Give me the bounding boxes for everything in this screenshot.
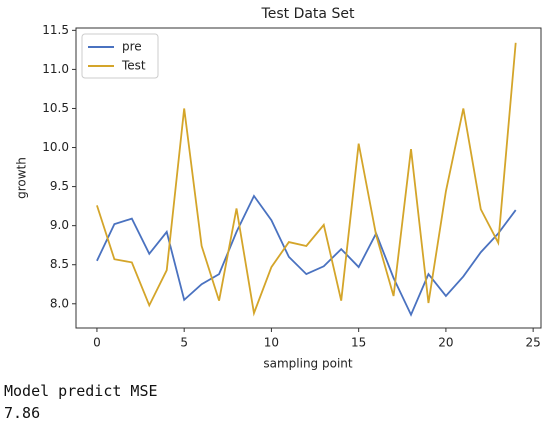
y-tick-label: 11.5 <box>42 23 69 37</box>
y-tick-label: 11.0 <box>42 62 69 76</box>
x-tick-label: 10 <box>264 336 279 350</box>
y-tick-label: 9.0 <box>50 218 69 232</box>
chart: Test Data Set sampling point growth 8.0 8… <box>15 6 542 371</box>
x-axis-label: sampling point <box>263 357 353 371</box>
x-tick-label: 20 <box>438 336 453 350</box>
series-line <box>96 194 517 317</box>
chart-title: Test Data Set <box>261 6 355 22</box>
y-axis-label: growth <box>15 157 29 199</box>
legend-label: pre <box>122 40 142 54</box>
x-tick-label: 25 <box>526 336 541 350</box>
output-value: 7.86 <box>4 404 41 422</box>
y-tick-label: 10.5 <box>42 101 69 115</box>
output-label: Model predict MSE <box>4 382 158 400</box>
series-line <box>96 42 517 317</box>
legend-label: Test <box>121 59 146 73</box>
x-tick-label: 15 <box>351 336 366 350</box>
y-tick-label: 10.0 <box>42 140 69 154</box>
y-tick-label: 9.5 <box>50 179 69 193</box>
plot-frame <box>75 27 542 329</box>
y-tick-label: 8.0 <box>50 296 69 310</box>
x-tick-label: 5 <box>180 336 188 350</box>
y-tick-label: 8.5 <box>50 257 69 271</box>
x-tick-label: 0 <box>93 336 101 350</box>
legend-box <box>81 33 159 79</box>
